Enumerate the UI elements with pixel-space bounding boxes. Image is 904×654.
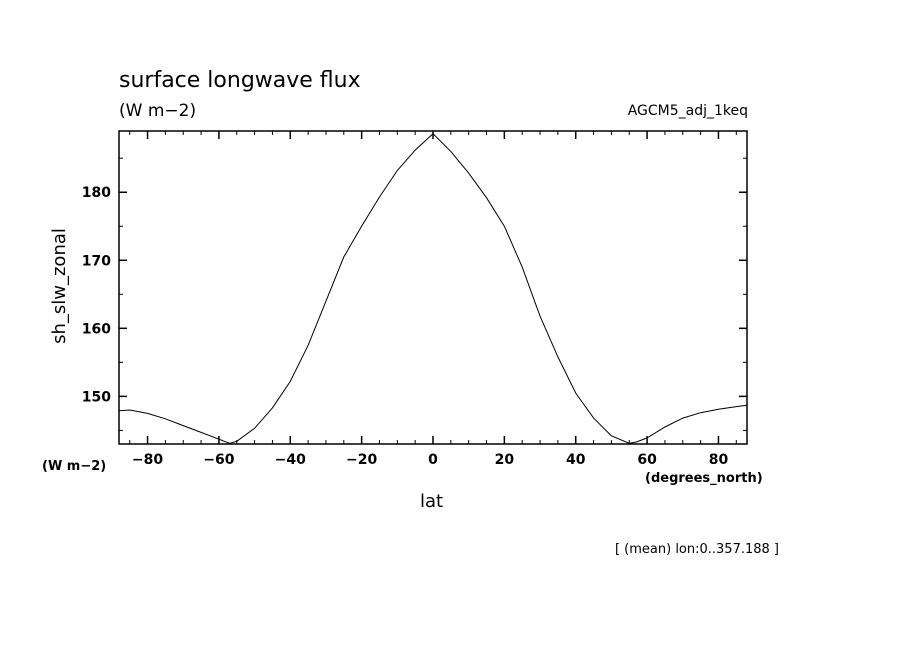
x-tick-label: 20 — [495, 452, 515, 468]
x-tick-label: −80 — [132, 452, 163, 468]
x-tick-label: −40 — [275, 452, 306, 468]
x-tick-label: −20 — [346, 452, 377, 468]
x-tick-label: 80 — [709, 452, 729, 468]
chart-units: (W m−2) — [119, 101, 197, 121]
x-axis-label: lat — [420, 491, 444, 512]
y-tick-label: 160 — [82, 321, 111, 337]
chart-title: surface longwave flux — [119, 68, 361, 93]
x-tick-label: 40 — [566, 452, 586, 468]
series-line — [118, 133, 748, 444]
x-tick-label: −60 — [203, 452, 234, 468]
x-tick-label: 60 — [637, 452, 657, 468]
x-axis-units: (degrees_north) — [645, 471, 763, 486]
experiment-label: AGCM5_adj_1keq — [627, 103, 748, 119]
y-tick-label: 150 — [82, 389, 111, 405]
plot-frame — [118, 130, 748, 445]
y-tick-label: 180 — [82, 185, 111, 201]
y-tick-label: 170 — [82, 253, 111, 269]
y-axis-units: (W m−2) — [42, 459, 107, 474]
x-tick-label: 0 — [428, 452, 438, 468]
footer-note: [ (mean) lon:0..357.188 ] — [614, 542, 779, 557]
